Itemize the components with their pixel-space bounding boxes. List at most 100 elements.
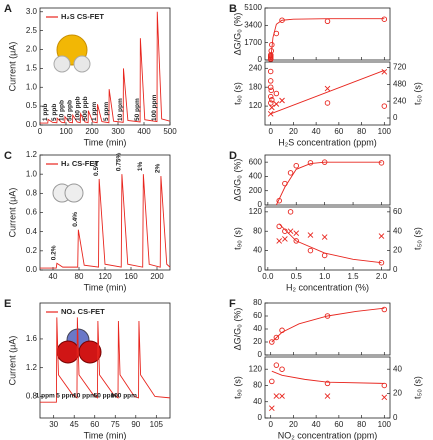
y-axis-label: t₉₀ (s) — [232, 82, 242, 105]
cross-stroke — [268, 405, 275, 412]
panel-label: E — [4, 298, 11, 310]
circle-marker — [279, 366, 285, 372]
cross-stroke — [378, 233, 385, 239]
cross-stroke — [293, 230, 300, 236]
y2-tick-label: 40 — [393, 364, 402, 373]
y2-tick-label: 0 — [393, 113, 398, 122]
annotation: 100 ppb — [74, 96, 81, 121]
cross-marker — [287, 228, 294, 235]
plot-frame — [264, 61, 391, 126]
y-axis-label: Current (μA) — [7, 336, 17, 386]
y-tick-label: 0.4 — [26, 227, 38, 236]
x-tick-label: 400 — [137, 127, 151, 136]
annotation: 0.4% — [72, 212, 79, 227]
no2-molecule — [56, 328, 102, 364]
cross-marker — [378, 233, 385, 239]
cross-marker — [307, 232, 314, 238]
cross-marker — [276, 238, 283, 244]
x-tick-label: 500 — [163, 127, 177, 136]
x-tick-label: 0 — [38, 127, 43, 136]
h2s-molecule — [53, 34, 91, 73]
annotation: 50 ppb — [66, 100, 73, 121]
panel-label: F — [229, 298, 236, 310]
x-axis-label: Time (min) — [84, 282, 127, 292]
cross-stroke — [381, 68, 388, 75]
y-tick-label: 40 — [253, 324, 262, 333]
circle-marker — [269, 97, 275, 103]
y-axis-label: Current (μA) — [7, 188, 17, 238]
cross-marker — [279, 393, 285, 399]
plot-frame — [264, 7, 391, 61]
x-tick-label: 80 — [357, 420, 366, 429]
y-tick-label: 400 — [249, 172, 263, 181]
circle-marker — [268, 87, 275, 94]
annotation: 0.75% — [116, 153, 123, 172]
circle-marker — [287, 170, 294, 176]
y-tick-label: 0.0 — [26, 120, 38, 129]
data-line — [278, 223, 382, 264]
cross-stroke — [324, 85, 331, 92]
y-tick-label: 0.8 — [26, 392, 38, 401]
h2-molecule — [52, 183, 84, 203]
y-tick-label: 0 — [258, 55, 263, 64]
x-tick-label: 40 — [312, 127, 321, 136]
y-tick-label: 80 — [253, 298, 262, 307]
annotation: 5 ppm — [103, 102, 110, 121]
circle-marker — [324, 100, 331, 106]
x-tick-label: 20 — [289, 420, 298, 429]
y-axis-label: ΔG/G₀ (%) — [232, 159, 242, 202]
cross-marker — [268, 104, 275, 111]
annotation: 1% — [137, 162, 144, 172]
x-tick-label: 0.0 — [262, 272, 274, 281]
circle-marker — [381, 306, 388, 313]
y-tick-label: 240 — [249, 63, 263, 72]
cross-stroke — [279, 97, 285, 104]
annotation: 500 ppb — [82, 96, 89, 121]
y-tick-label: 80 — [253, 381, 262, 390]
cross-stroke — [381, 394, 388, 401]
annotation: 0.5% — [93, 161, 100, 176]
annotation: 10 ppm — [73, 393, 96, 400]
circle-marker — [324, 18, 331, 25]
y-axis-label: t₉₀ (s) — [232, 227, 242, 250]
cross-marker — [381, 394, 388, 401]
plot-frame — [39, 7, 171, 126]
circle-marker — [267, 84, 274, 90]
circle-marker — [307, 247, 314, 254]
x-axis-label: H₂S concentration (ppm) — [278, 137, 377, 147]
circle-marker — [276, 223, 282, 230]
annotation: 100 ppm — [111, 393, 138, 400]
y-tick-label: 1.2 — [26, 363, 38, 372]
y-tick-label: 0.6 — [26, 208, 38, 217]
x-tick-label: 0.5 — [291, 272, 303, 281]
y-tick-label: 1.0 — [26, 82, 38, 91]
plot-frame — [264, 206, 391, 271]
cross-marker — [324, 393, 331, 399]
annotation: 100 ppm — [151, 94, 158, 121]
data-line — [40, 317, 171, 403]
panel-label: C — [4, 150, 12, 162]
y-tick-label: 0.0 — [26, 265, 38, 274]
y2-tick-label: 20 — [393, 389, 402, 398]
y2-axis-label: t₅₀ (s) — [412, 82, 422, 105]
x-tick-label: 45 — [70, 420, 79, 429]
cross-stroke — [321, 234, 328, 240]
circle-marker — [267, 93, 274, 100]
circle-marker — [381, 382, 388, 389]
x-tick-label: 80 — [75, 272, 84, 281]
circle-marker — [269, 378, 275, 385]
legend-label: NO₂ CS-FET — [61, 307, 105, 316]
y-axis-label: ΔG/G₀ (%) — [232, 13, 242, 56]
circle-marker — [381, 16, 388, 22]
x-axis-label: Time (min) — [84, 430, 127, 440]
cross-stroke — [282, 236, 288, 242]
y-tick-label: 3.0 — [26, 7, 38, 16]
circle-marker — [287, 209, 294, 215]
y2-tick-label: 40 — [393, 226, 402, 235]
circle-marker — [273, 362, 280, 368]
data-line — [270, 69, 385, 115]
cross-stroke — [273, 101, 280, 107]
x-tick-label: 0 — [268, 420, 273, 429]
y-tick-label: 1.0 — [26, 169, 38, 178]
